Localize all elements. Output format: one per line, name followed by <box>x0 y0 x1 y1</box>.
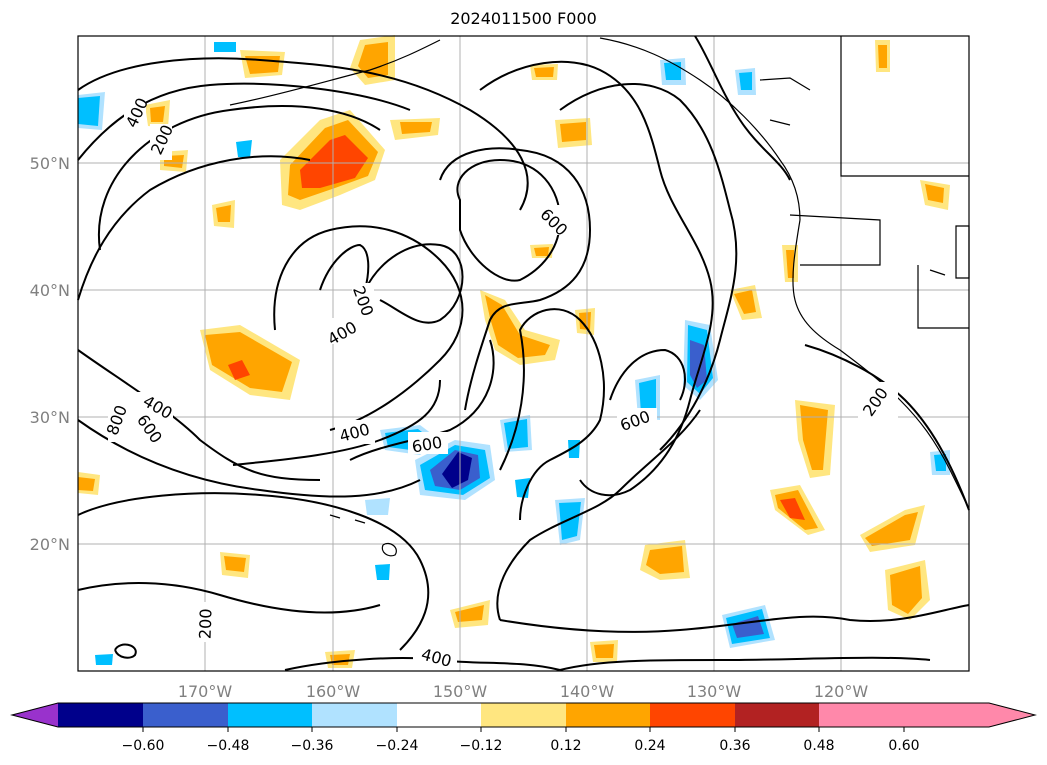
coastlines <box>229 36 970 557</box>
lon-label: 170°W <box>178 682 233 701</box>
colorbar-segment <box>904 703 989 727</box>
colorbar-tick-label: 0.12 <box>550 738 581 754</box>
contour-label: 200 <box>195 608 215 639</box>
lat-label: 50°N <box>30 154 70 173</box>
lat-label: 20°N <box>30 535 70 554</box>
colorbar-segment <box>481 703 566 727</box>
map-plot-area: 400 200 600 200 400 600 400 800 600 400 … <box>77 35 970 672</box>
map-frame <box>77 35 970 672</box>
colorbar-segment <box>650 703 735 727</box>
colorbar-tick-label: −0.12 <box>460 738 503 754</box>
colorbar-segment <box>312 703 397 727</box>
map-title: 2024011500 F000 <box>450 9 597 28</box>
colorbar-tick-label: −0.24 <box>376 738 419 754</box>
colorbar-tick-label: 0.48 <box>803 738 834 754</box>
colorbar-tick-label: 0.60 <box>888 738 919 754</box>
colorbar-tick-label: 0.36 <box>719 738 750 754</box>
colorbar-tick-label: −0.60 <box>122 738 165 754</box>
height-contours <box>77 35 970 671</box>
contour-labels: 400 200 600 200 400 600 400 800 600 400 … <box>103 92 898 671</box>
colorbar-tick-label: −0.48 <box>207 738 250 754</box>
lat-label: 40°N <box>30 281 70 300</box>
longitude-labels: 170°W 160°W 150°W 140°W 130°W 120°W <box>178 682 869 701</box>
colorbar-max-extension <box>989 703 1035 727</box>
lon-label: 140°W <box>560 682 615 701</box>
colorbar: −0.60 −0.48 −0.36 −0.24 −0.12 0.12 0.24 … <box>10 702 1037 754</box>
colorbar-segment <box>58 703 143 727</box>
positive-anomaly-fill <box>78 35 950 668</box>
lon-label: 120°W <box>814 682 869 701</box>
colorbar-segment <box>819 703 904 727</box>
colorbar-segment <box>397 703 481 727</box>
colorbar-min-extension <box>12 703 58 727</box>
lon-label: 130°W <box>687 682 742 701</box>
lon-label: 160°W <box>306 682 361 701</box>
colorbar-segment <box>228 703 312 727</box>
colorbar-tick-label: −0.36 <box>291 738 334 754</box>
latitude-labels: 50°N 40°N 30°N 20°N <box>30 154 70 554</box>
lon-label: 150°W <box>433 682 488 701</box>
colorbar-tick-label: 0.24 <box>634 738 665 754</box>
colorbar-segment <box>735 703 819 727</box>
lat-label: 30°N <box>30 408 70 427</box>
colorbar-segment <box>566 703 650 727</box>
colorbar-segment <box>143 703 228 727</box>
